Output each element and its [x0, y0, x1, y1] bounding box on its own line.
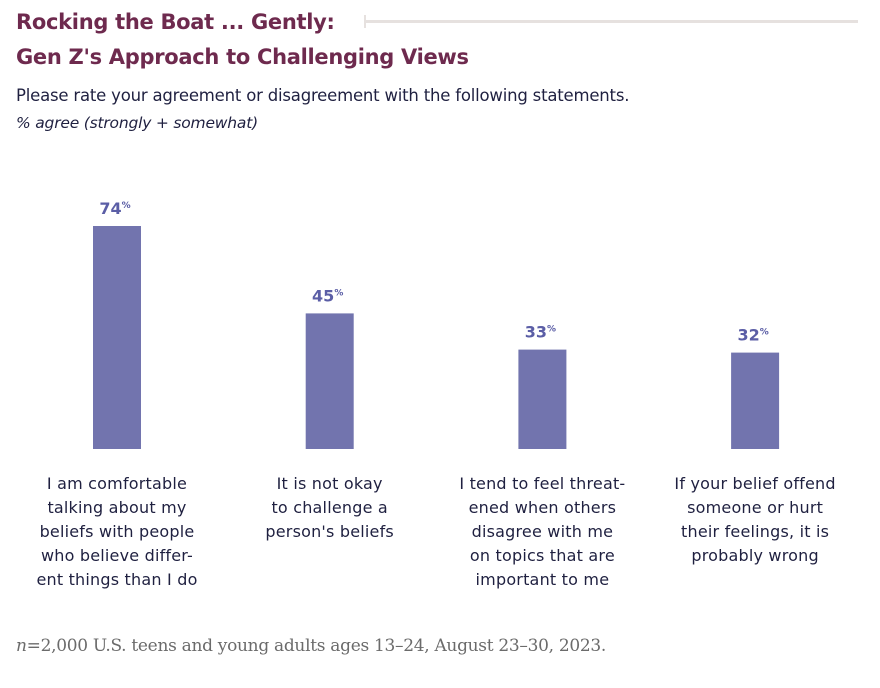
value-label-2: 45%: [312, 286, 343, 305]
value-label-3: 33%: [525, 323, 556, 342]
sample-note: n=2,000 U.S. teens and young adults ages…: [16, 636, 606, 656]
category-label-line: If your belief offend: [674, 474, 836, 493]
category-label-line: It is not okay: [276, 474, 383, 493]
category-label-3: I tend to feel threat-ened when others di…: [442, 472, 642, 592]
category-label-line: their feelings, it is: [681, 522, 830, 541]
survey-question: Please rate your agreement or disagreeme…: [16, 86, 630, 105]
title-rule: [365, 20, 858, 23]
category-label-line: probably wrong: [691, 546, 819, 565]
category-label-2: It is not okay to challenge a person's bel…: [230, 472, 430, 544]
category-label-line: disagree with me: [471, 522, 614, 541]
category-label-line: ened when others: [468, 498, 617, 517]
category-label-line: who believe differ-: [40, 546, 194, 565]
sample-n-label: n: [16, 636, 27, 656]
value-label-1: 74%: [99, 199, 130, 218]
category-label-line: to challenge a: [271, 498, 388, 517]
bar-3: [518, 349, 567, 449]
measure-note: % agree (strongly + somewhat): [16, 114, 258, 132]
bar-4: [731, 352, 780, 449]
bar-1: [93, 226, 141, 449]
category-label-line: ent things than I do: [36, 570, 198, 589]
category-label-line: I tend to feel threat-: [459, 474, 626, 493]
category-label-line: beliefs with people: [39, 522, 195, 541]
category-label-line: I am comfortable: [46, 474, 188, 493]
bar-2: [305, 313, 354, 449]
category-label-line: person's beliefs: [265, 522, 394, 541]
sample-note-text: =2,000 U.S. teens and young adults ages …: [26, 636, 607, 656]
category-label-1: I am comfortable talking about my beliefs …: [17, 472, 217, 592]
category-label-line: someone or hurt: [687, 498, 824, 517]
category-label-line: talking about my: [47, 498, 187, 517]
value-label-4: 32%: [737, 326, 768, 345]
chart-title: Rocking the Boat ... Gently:: [16, 10, 335, 34]
category-label-line: on topics that are: [469, 546, 615, 565]
category-label-line: important to me: [475, 570, 610, 589]
category-label-4: If your belief offend someone or hurt thei…: [655, 472, 855, 568]
chart-subtitle: Gen Z's Approach to Challenging Views: [16, 45, 469, 69]
